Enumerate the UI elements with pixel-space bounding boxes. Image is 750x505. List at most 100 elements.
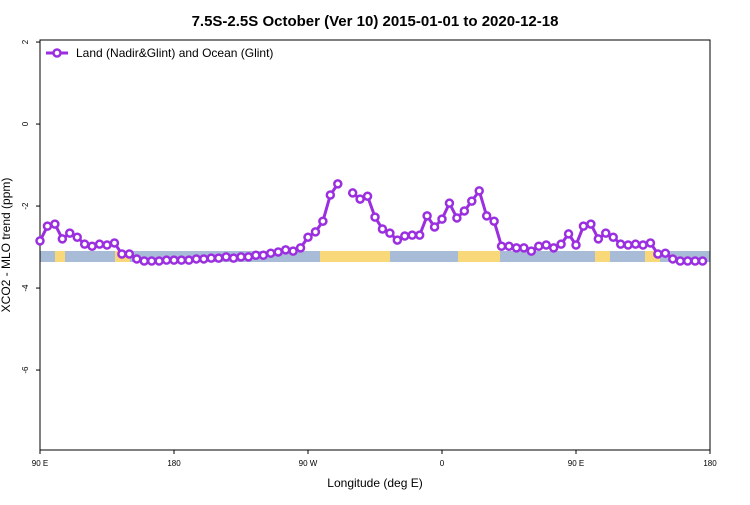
data-point [548,243,559,253]
data-point [355,194,365,204]
data-point [563,229,574,239]
data-point [109,238,120,248]
data-point [206,253,216,263]
chart-title: 7.5S-2.5S October (Ver 10) 2015-01-01 to… [192,13,559,30]
data-point [243,252,254,262]
data-point [251,250,261,260]
data-point [280,245,291,255]
x-axis-label: Longitude (deg E) [327,476,422,490]
data-point [481,211,492,221]
data-point [266,248,276,258]
data-point [645,238,656,248]
data-point [690,256,700,266]
x-tick-label: 90 E [32,459,48,468]
data-point [79,239,90,249]
data-point [146,256,157,266]
data-point [310,227,321,237]
data-point [578,221,589,231]
data-point [526,246,537,256]
data-point [571,240,581,250]
data-point [556,239,566,249]
data-point [697,256,708,266]
data-point [295,243,306,253]
data-point [467,196,477,206]
data-point [675,256,685,266]
data-point [608,232,618,242]
data-point [407,230,417,240]
plot-frame [39,39,711,451]
data-point [333,179,343,189]
data-point [422,211,432,221]
data-point [35,236,45,246]
data-point [630,239,641,249]
data-point [534,241,544,251]
data-point [132,254,142,264]
data-point [504,241,514,251]
data-point [511,243,522,253]
data-point [199,254,209,264]
data-point [318,216,328,226]
data-point [489,216,499,226]
data-point [50,219,60,229]
data-point [452,213,462,223]
data-point [400,231,410,241]
data-point [541,240,551,250]
x-tick-label: 180 [167,459,181,468]
data-point [586,219,596,229]
y-axis-label: XCO2 - MLO trend (ppm) [0,178,13,313]
data-point [221,252,231,262]
data-point [184,255,194,265]
land-strip [645,251,660,262]
data-point [303,232,313,242]
x-tick-label: 90 E [568,459,584,468]
data-point [474,186,484,196]
data-point [87,241,97,251]
data-point [94,239,105,249]
data-point [169,255,179,265]
land-strip [458,251,500,262]
data-point [213,253,224,263]
data-point [42,221,53,231]
x-tick-label: 0 [440,459,445,468]
data-point [459,206,470,216]
data-point [325,190,336,200]
data-point [124,249,135,259]
data-point [288,246,298,256]
y-tick-label: -6 [21,366,30,374]
data-point [593,234,604,244]
data-point [615,239,626,249]
x-tick-label: 90 W [299,459,318,468]
data-point [444,198,455,208]
y-tick-label: -2 [21,202,30,210]
data-point [392,235,403,245]
data-point [139,256,149,266]
data-point [414,230,425,240]
data-point [65,228,75,238]
data-point [176,255,187,265]
data-point [496,241,507,251]
data-point [519,243,529,253]
data-point [668,254,678,264]
data-point [370,212,380,222]
data-point [362,191,373,201]
data-point [437,214,447,224]
y-tick-label: 0 [21,121,30,126]
data-point [653,249,663,259]
data-point [377,224,388,234]
data-point [57,234,68,244]
data-point [117,249,127,259]
data-point [154,256,164,266]
x-tick-label: 180 [703,459,717,468]
data-point [228,253,239,263]
legend-label: Land (Nadir&Glint) and Ocean (Glint) [76,46,273,60]
data-point [102,240,112,250]
data-point [72,232,82,242]
land-strip [320,251,390,262]
land-strip [55,251,65,262]
data-point [273,247,283,257]
y-tick-label: -4 [21,284,30,292]
data-point [191,254,202,264]
data-point [236,252,246,262]
